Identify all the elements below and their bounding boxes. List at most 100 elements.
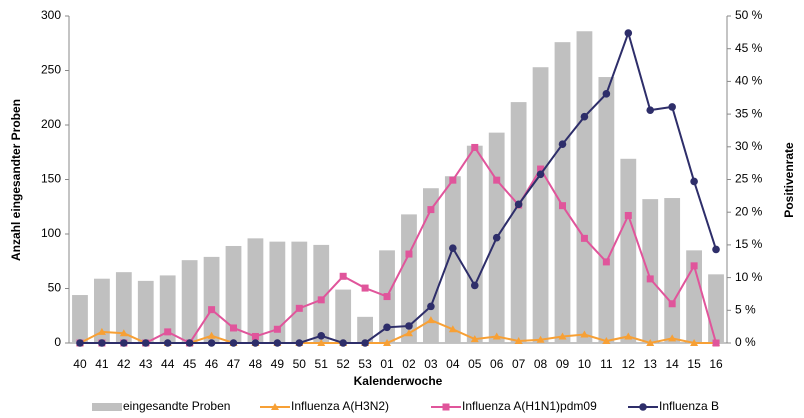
marker <box>646 275 654 283</box>
marker <box>164 328 172 336</box>
x-tick-label: 44 <box>161 357 175 371</box>
marker <box>383 339 392 346</box>
bar <box>444 176 461 343</box>
bar <box>620 158 637 343</box>
x-tick-label: 47 <box>227 357 241 371</box>
marker <box>339 272 347 280</box>
marker <box>317 339 326 346</box>
marker <box>405 250 413 258</box>
bar <box>576 31 593 343</box>
x-tick-label: 46 <box>205 357 219 371</box>
marker <box>470 335 479 343</box>
bar <box>247 238 264 343</box>
marker <box>668 334 677 342</box>
marker <box>317 296 325 304</box>
bar <box>335 289 352 343</box>
marker <box>668 300 676 308</box>
marker <box>427 302 435 311</box>
bar <box>159 275 176 343</box>
bar <box>137 280 154 343</box>
marker <box>404 329 413 337</box>
x-tick-label: 42 <box>117 357 131 371</box>
marker <box>492 332 501 340</box>
bar <box>269 241 286 343</box>
x-tick-label: 13 <box>644 357 658 371</box>
y2-tick-label: 40 % <box>735 74 763 88</box>
y2-tick-label: 45 % <box>735 41 763 55</box>
bar <box>554 42 571 343</box>
marker <box>514 200 523 209</box>
marker <box>185 339 194 347</box>
bar <box>510 102 527 343</box>
marker <box>230 324 237 332</box>
marker <box>208 306 216 314</box>
y2-axis-title: Positivenrate <box>782 142 796 218</box>
legend-marker <box>271 403 279 410</box>
bar <box>203 256 220 343</box>
marker <box>559 202 566 210</box>
y-axis-title: Anzahl eingesandter Proben <box>9 99 23 261</box>
marker <box>449 244 457 252</box>
marker <box>251 339 260 347</box>
marker <box>427 206 435 214</box>
bar <box>181 260 198 343</box>
marker <box>646 106 655 114</box>
marker <box>558 140 567 148</box>
marker <box>295 339 304 347</box>
line <box>79 145 717 345</box>
bar <box>313 244 330 343</box>
y-tick-label: 150 <box>41 172 61 186</box>
x-tick-label: 07 <box>512 357 526 371</box>
x-tick-label: 16 <box>709 357 723 371</box>
marker <box>712 245 720 254</box>
marker <box>602 90 611 98</box>
x-tick-label: 12 <box>622 357 636 371</box>
marker <box>361 339 369 347</box>
legend-marker <box>442 403 450 411</box>
marker <box>690 262 698 270</box>
marker <box>537 165 545 173</box>
marker <box>624 211 632 219</box>
marker <box>536 335 545 343</box>
marker <box>207 331 216 339</box>
marker <box>273 325 281 333</box>
marker <box>668 103 676 111</box>
marker <box>405 322 413 330</box>
x-tick-label: 04 <box>446 357 460 371</box>
legend-label: Influenza A(H3N2) <box>291 399 389 413</box>
bar <box>598 77 615 343</box>
x-tick-label: 11 <box>600 357 613 371</box>
y-tick-label: 0 <box>54 335 61 349</box>
bar <box>466 145 483 343</box>
marker <box>448 325 457 333</box>
x-tick-label: 49 <box>271 357 285 371</box>
x-tick-label: 45 <box>183 357 197 371</box>
bar <box>423 188 439 343</box>
y2-tick-label: 25 % <box>735 172 763 186</box>
marker <box>492 233 501 242</box>
x-tick-label: 08 <box>534 357 548 371</box>
marker <box>449 176 457 184</box>
x-tick-label: 43 <box>139 357 153 371</box>
bar <box>532 67 549 343</box>
marker <box>536 170 545 179</box>
x-tick-label: 03 <box>424 357 438 371</box>
marker <box>712 339 720 347</box>
y2-tick-label: 30 % <box>735 139 763 153</box>
x-tick-label: 09 <box>556 357 570 371</box>
marker <box>690 339 699 346</box>
marker <box>580 112 589 121</box>
marker <box>98 339 106 347</box>
marker <box>251 332 259 340</box>
marker <box>339 339 347 347</box>
bar <box>357 316 373 343</box>
bar <box>72 295 88 343</box>
marker <box>646 339 655 346</box>
y-tick-label: 50 <box>48 281 62 295</box>
y2-tick-label: 15 % <box>735 237 763 251</box>
marker <box>119 329 128 337</box>
marker <box>514 337 523 345</box>
x-tick-label: 06 <box>490 357 504 371</box>
x-tick-label: 40 <box>73 357 87 371</box>
